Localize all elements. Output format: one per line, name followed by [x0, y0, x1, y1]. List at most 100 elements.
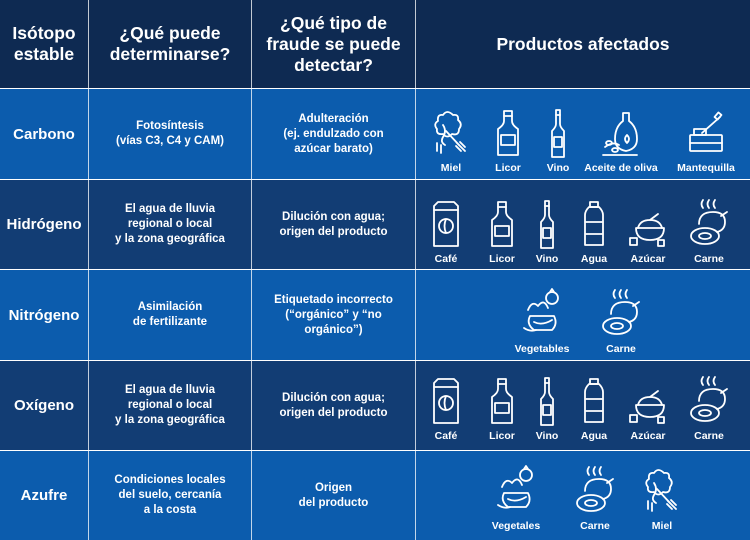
row-divider	[0, 269, 750, 270]
isotope-name: Oxígeno	[0, 361, 89, 450]
isotope-name: Azufre	[0, 451, 89, 540]
product-item: Vino	[512, 198, 582, 265]
isotope-name: Nitrógeno	[0, 270, 89, 360]
table-row: Nitrógeno Asimilación de fertilizante Et…	[0, 270, 750, 360]
product-item: Carne	[674, 198, 744, 265]
determines-text: Asimilación de fertilizante	[89, 270, 252, 360]
product-label: Vino	[535, 430, 559, 442]
coffee-bag-icon	[433, 378, 459, 424]
determines-text: Fotosíntesis (vías C3, C4 y CAM)	[89, 89, 252, 179]
row-divider	[0, 360, 750, 361]
product-item: Miel	[416, 107, 486, 174]
product-item: Agua	[559, 375, 629, 442]
product-item: Carne	[674, 375, 744, 442]
product-label: Vino	[546, 162, 570, 174]
isotope-name: Hidrógeno	[0, 180, 89, 269]
product-item: Vino	[523, 107, 593, 174]
meat-icon	[576, 466, 614, 512]
product-label: Carne	[694, 253, 724, 265]
product-item: Carne	[586, 288, 656, 355]
product-label: Azúcar	[630, 430, 666, 442]
product-item: Vegetables	[507, 288, 577, 355]
product-item: Café	[411, 375, 481, 442]
product-item: Licor	[473, 107, 543, 174]
product-label: Carne	[694, 430, 724, 442]
determines-text: Condiciones locales del suelo, cercanía …	[89, 451, 252, 540]
product-label: Vegetables	[514, 343, 570, 355]
product-item: Café	[411, 198, 481, 265]
wine-bottle-icon	[551, 109, 565, 158]
products-cell: Miel Licor Vino	[416, 89, 750, 179]
wine-bottle-icon	[540, 200, 554, 249]
products-cell: Café Licor Vino	[416, 361, 750, 450]
product-item: Azúcar	[613, 198, 683, 265]
determines-text: El agua de lluvia regional o local y la …	[89, 361, 252, 450]
liquor-bottle-icon	[497, 110, 519, 156]
row-divider	[0, 179, 750, 180]
sugar-bowl-icon	[629, 390, 665, 424]
olive-oil-icon	[602, 112, 638, 156]
meat-icon	[690, 199, 728, 245]
products-cell: Vegetales Carne	[416, 451, 750, 540]
honey-icon	[434, 111, 466, 154]
fraud-text: Adulteración (ej. endulzado con azúcar b…	[252, 89, 416, 179]
product-item: Miel	[627, 465, 697, 532]
table-header: Isótopo estable ¿Qué puede determinarse?…	[0, 0, 750, 88]
product-item: Licor	[467, 198, 537, 265]
product-item: Agua	[559, 198, 629, 265]
product-label: Licor	[489, 430, 515, 442]
meat-icon	[690, 376, 728, 422]
product-label: Mantequilla	[677, 162, 735, 174]
determines-text: El agua de lluvia regional o local y la …	[89, 180, 252, 269]
row-divider	[0, 450, 750, 451]
product-label: Agua	[580, 430, 608, 442]
product-item: Licor	[467, 375, 537, 442]
liquor-bottle-icon	[491, 378, 513, 424]
product-label: Carne	[606, 343, 636, 355]
fraud-text: Origen del producto	[252, 451, 416, 540]
product-item: Azúcar	[613, 375, 683, 442]
product-label: Miel	[651, 520, 673, 532]
isotope-name: Carbono	[0, 89, 89, 179]
table-row: Hidrógeno El agua de lluvia regional o l…	[0, 180, 750, 269]
table-row: Oxígeno El agua de lluvia regional o loc…	[0, 361, 750, 450]
table-row: Carbono Fotosíntesis (vías C3, C4 y CAM)…	[0, 89, 750, 179]
product-item: Vino	[512, 375, 582, 442]
product-item: Mantequilla	[671, 107, 741, 174]
fraud-text: Dilución con agua; origen del producto	[252, 180, 416, 269]
product-label: Agua	[580, 253, 608, 265]
honey-icon	[645, 469, 677, 512]
product-label: Licor	[489, 253, 515, 265]
product-item: Vegetales	[481, 465, 551, 532]
product-label: Vegetales	[491, 520, 541, 532]
product-label: Café	[434, 430, 458, 442]
header-products: Productos afectados	[496, 33, 670, 54]
product-label: Aceite de oliva	[584, 162, 658, 174]
sugar-bowl-icon	[629, 213, 665, 247]
product-label: Vino	[535, 253, 559, 265]
vegetables-icon	[497, 465, 533, 509]
header-determines: ¿Qué puede determinarse?	[89, 0, 252, 88]
header-isotope: Isótopo estable	[0, 0, 89, 88]
fraud-text: Etiquetado incorrecto (“orgánico” y “no …	[252, 270, 416, 360]
products-cell: Vegetables Carne	[416, 270, 750, 360]
product-label: Carne	[580, 520, 610, 532]
wine-bottle-icon	[540, 377, 554, 426]
fraud-text: Dilución con agua; origen del producto	[252, 361, 416, 450]
product-item: Carne	[560, 465, 630, 532]
liquor-bottle-icon	[491, 201, 513, 247]
product-label: Miel	[440, 162, 462, 174]
products-cell: Café Licor Vino	[416, 180, 750, 269]
product-label: Azúcar	[630, 253, 666, 265]
meat-icon	[602, 289, 640, 335]
table-row: Azufre Condiciones locales del suelo, ce…	[0, 451, 750, 540]
coffee-bag-icon	[433, 201, 459, 247]
vegetables-icon	[523, 288, 559, 332]
product-item: Aceite de oliva	[584, 107, 658, 174]
header-fraud: ¿Qué tipo de fraude se puede detectar?	[252, 0, 416, 88]
product-label: Café	[434, 253, 458, 265]
water-bottle-icon	[584, 378, 604, 423]
product-label: Licor	[495, 162, 521, 174]
butter-icon	[689, 111, 723, 152]
